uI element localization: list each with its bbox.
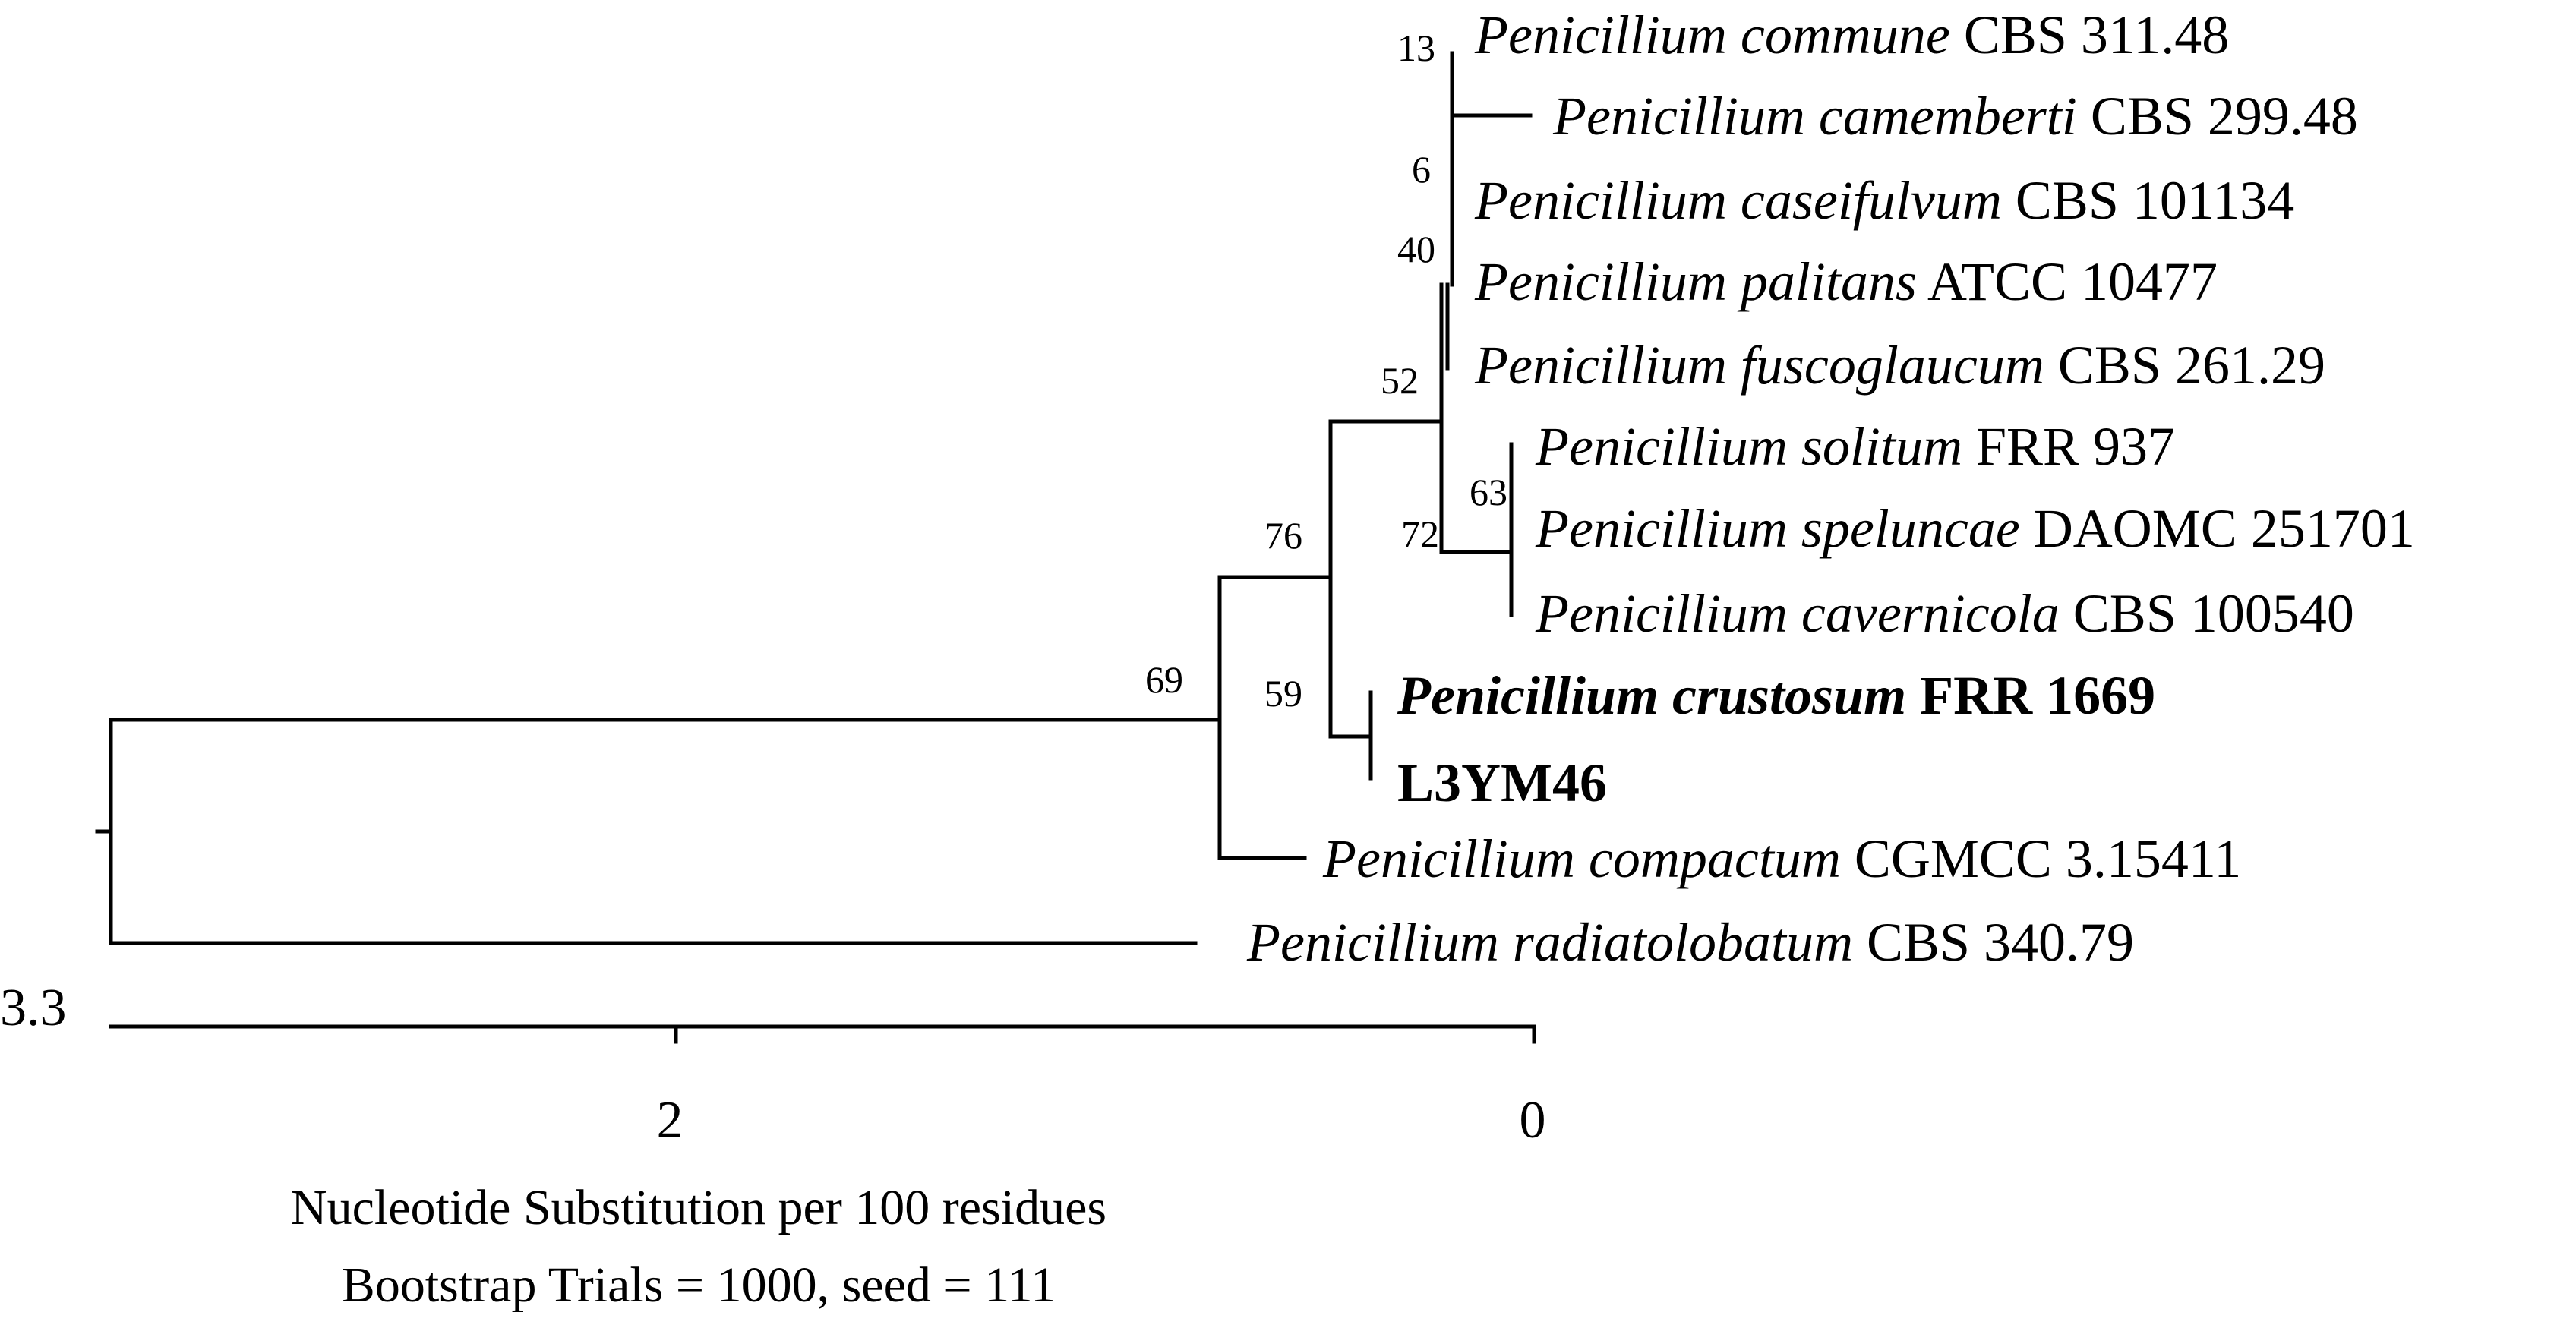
leaf-label: Penicillium camemberti CBS 299.48 (1552, 86, 2358, 147)
bootstrap-value: 40 (1397, 228, 1435, 270)
scale-bar: 3.3 2 0 Nucleotide Substitution per 100 … (0, 979, 1546, 1313)
bootstrap-value: 13 (1397, 27, 1435, 69)
leaf-label-highlighted: Penicillium crustosum FRR 1669 (1397, 665, 2155, 726)
scale-tick-label: 0 (1520, 1091, 1546, 1150)
leaf-label-query: L3YM46 (1397, 752, 1607, 813)
scale-start-label: 3.3 (0, 979, 67, 1037)
leaf-label: Penicillium compactum CGMCC 3.15411 (1322, 828, 2241, 889)
scale-tick-label: 2 (657, 1091, 683, 1150)
bootstrap-value: 59 (1264, 672, 1302, 714)
leaf-label: Penicillium speluncae DAOMC 251701 (1535, 498, 2415, 559)
taxon-labels: Penicillium commune CBS 311.48 Penicilli… (1246, 5, 2415, 973)
bootstrap-value: 72 (1401, 513, 1439, 555)
leaf-label: Penicillium fuscoglaucum CBS 261.29 (1474, 335, 2325, 396)
leaf-label: Penicillium caseifulvum CBS 101134 (1474, 170, 2294, 231)
scale-axis-label: Nucleotide Substitution per 100 residues (291, 1180, 1106, 1235)
bootstrap-value: 63 (1470, 471, 1507, 513)
leaf-label: Penicillium cavernicola CBS 100540 (1535, 583, 2354, 644)
bootstrap-value: 69 (1145, 658, 1183, 701)
tree-branches (95, 51, 1533, 945)
leaf-label: Penicillium radiatolobatum CBS 340.79 (1246, 912, 2134, 973)
leaf-label: Penicillium solitum FRR 937 (1535, 416, 2175, 477)
leaf-label: Penicillium palitans ATCC 10477 (1474, 251, 2218, 312)
bootstrap-value: 52 (1381, 359, 1419, 402)
bootstrap-value: 6 (1412, 148, 1431, 191)
leaf-label: Penicillium commune CBS 311.48 (1474, 5, 2229, 65)
bootstrap-caption: Bootstrap Trials = 1000, seed = 111 (342, 1257, 1056, 1313)
bootstrap-value: 76 (1264, 514, 1302, 557)
bootstrap-values: 13 6 40 52 63 72 76 59 69 (1145, 27, 1507, 714)
